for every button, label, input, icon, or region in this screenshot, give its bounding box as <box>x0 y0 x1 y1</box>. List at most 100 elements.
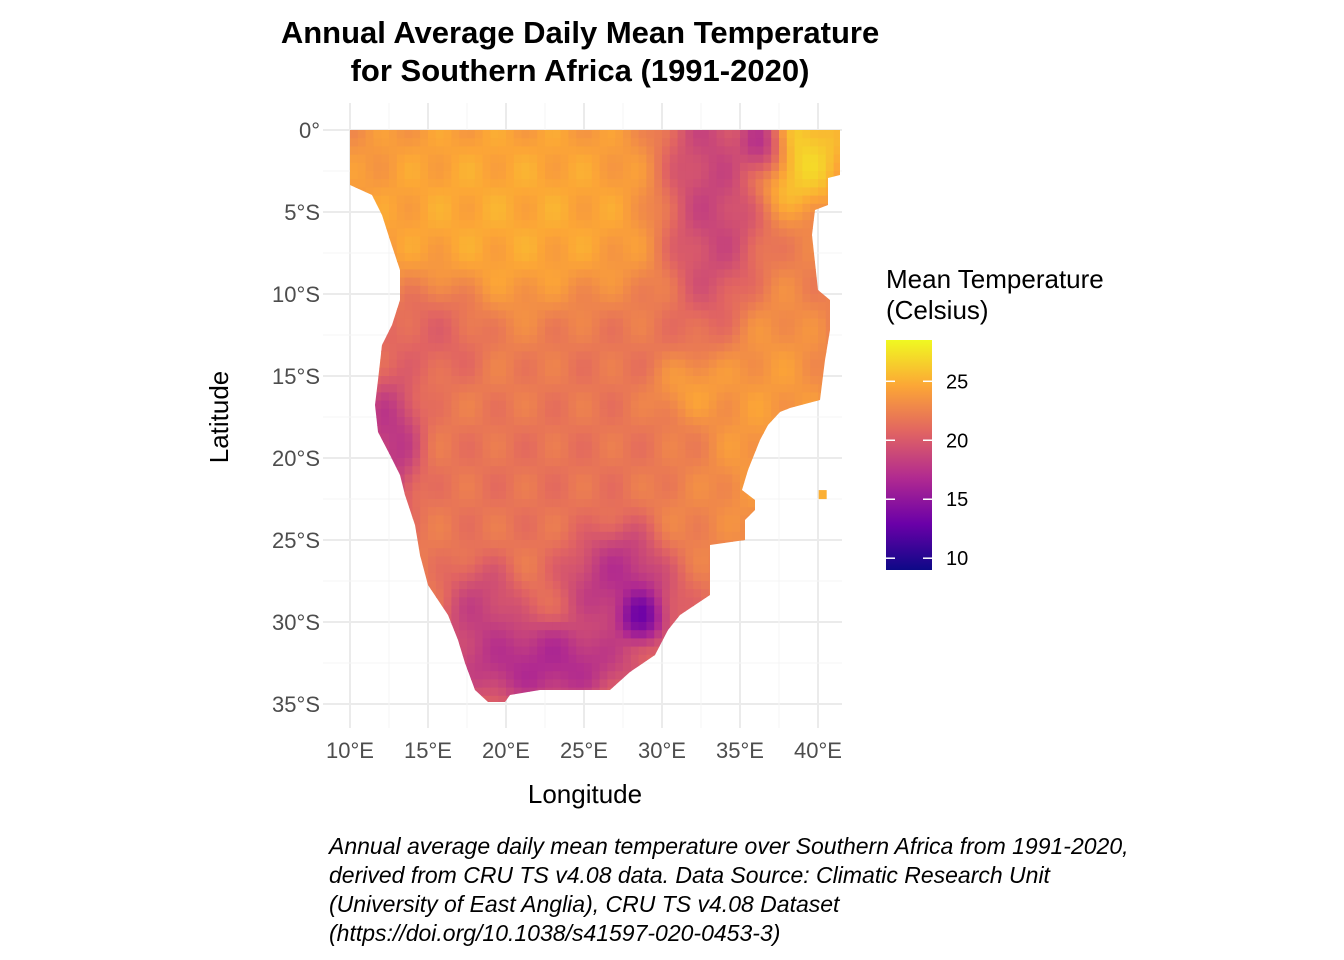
raster-cell <box>568 531 577 541</box>
raster-cell <box>373 228 382 238</box>
raster-cell <box>646 630 655 639</box>
raster-cell <box>357 359 367 369</box>
raster-cell <box>591 236 601 246</box>
raster-cell <box>833 351 840 361</box>
raster-cell <box>825 277 835 287</box>
raster-cell <box>771 269 780 279</box>
raster-cell <box>506 269 515 279</box>
raster-cell <box>420 466 429 475</box>
raster-cell <box>646 154 655 164</box>
raster-cell <box>794 564 803 574</box>
raster-cell <box>529 351 538 361</box>
raster-cell <box>755 130 764 139</box>
raster-cell <box>833 146 840 156</box>
raster-cell <box>662 195 671 205</box>
raster-cell <box>771 671 780 680</box>
raster-cell <box>654 597 663 607</box>
raster-cell <box>584 572 593 582</box>
raster-cell <box>545 425 554 434</box>
raster-cell <box>779 277 788 287</box>
raster-cell <box>350 441 359 451</box>
raster-cell <box>568 572 577 582</box>
raster-cell <box>357 408 367 418</box>
raster-cell <box>373 482 382 492</box>
raster-cell <box>786 605 796 615</box>
raster-cell <box>755 335 764 344</box>
raster-cell <box>474 277 484 287</box>
raster-cell <box>607 622 616 631</box>
raster-cell <box>669 581 679 590</box>
raster-cell <box>677 162 686 172</box>
raster-cell <box>693 638 702 648</box>
raster-cell <box>451 171 460 180</box>
raster-cell <box>747 130 757 139</box>
raster-cell <box>373 441 382 451</box>
raster-cell <box>365 425 374 434</box>
raster-cell <box>669 622 679 631</box>
raster-cell <box>381 605 390 615</box>
raster-cell <box>396 622 406 631</box>
raster-cell <box>568 195 577 205</box>
raster-cell <box>693 269 702 279</box>
raster-cell <box>677 277 686 287</box>
raster-cell <box>506 433 515 443</box>
raster-cell <box>365 277 374 287</box>
raster-cell <box>560 589 569 598</box>
raster-cell <box>350 499 359 508</box>
raster-cell <box>552 146 562 156</box>
raster-cell <box>357 597 367 607</box>
raster-cell <box>654 613 663 623</box>
raster-cell <box>607 417 616 426</box>
raster-cell <box>708 261 718 270</box>
raster-cell <box>654 482 663 492</box>
raster-cell <box>685 679 694 689</box>
raster-cell <box>599 449 608 459</box>
raster-cell <box>623 654 632 664</box>
raster-cell <box>818 507 827 516</box>
raster-cell <box>825 654 835 664</box>
raster-cell <box>747 335 757 344</box>
raster-cell <box>786 433 796 443</box>
raster-cell <box>724 556 733 566</box>
raster-cell <box>381 376 390 385</box>
raster-cell <box>365 228 374 238</box>
raster-cell <box>498 425 507 434</box>
raster-cell <box>552 162 562 172</box>
raster-cell <box>568 646 577 656</box>
raster-cell <box>560 154 569 164</box>
raster-cell <box>459 253 468 262</box>
raster-cell <box>443 343 452 352</box>
raster-cell <box>677 351 686 361</box>
raster-cell <box>443 310 452 320</box>
raster-cell <box>802 671 811 680</box>
raster-cell <box>623 630 632 639</box>
raster-cell <box>771 359 780 369</box>
raster-cell <box>498 335 507 344</box>
raster-cell <box>568 179 577 188</box>
raster-cell <box>350 687 359 697</box>
raster-cell <box>498 294 507 303</box>
raster-cell <box>732 212 741 221</box>
raster-cell <box>576 474 585 484</box>
raster-cell <box>537 359 546 369</box>
raster-cell <box>716 294 725 303</box>
raster-cell <box>685 433 694 443</box>
raster-cell <box>669 269 679 279</box>
raster-cell <box>467 490 476 500</box>
raster-cell <box>615 597 624 607</box>
raster-cell <box>490 695 499 702</box>
raster-cell <box>708 302 718 311</box>
raster-cell <box>365 564 374 574</box>
raster-cell <box>482 556 491 566</box>
raster-cell <box>818 417 827 426</box>
raster-cell <box>568 343 577 352</box>
raster-cell <box>529 490 538 500</box>
raster-cell <box>740 581 749 590</box>
raster-cell <box>443 326 452 336</box>
raster-cell <box>591 671 601 680</box>
raster-cell <box>755 203 764 213</box>
raster-cell <box>732 359 741 369</box>
raster-cell <box>405 704 413 713</box>
raster-cell <box>451 630 460 639</box>
raster-cell <box>467 523 476 533</box>
